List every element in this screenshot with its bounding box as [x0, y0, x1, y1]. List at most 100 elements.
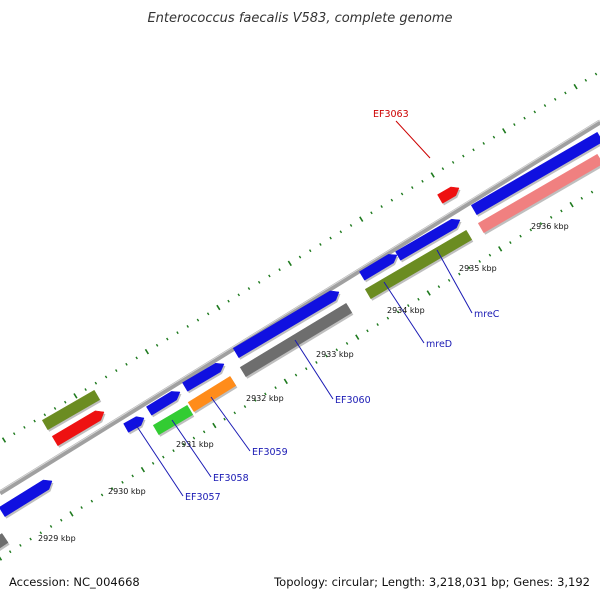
tick-mark-outer [115, 369, 118, 373]
map-title: Enterococcus faecalis V583, complete gen… [147, 11, 452, 26]
tick-mark-outer [349, 224, 353, 227]
gene-label-mred[interactable]: mreD [426, 339, 452, 350]
tick-mark-inner [59, 518, 63, 522]
accession-text: Accession: NC_004668 [9, 575, 140, 589]
tick-mark-outer [308, 249, 312, 253]
tick-mark-inner [19, 543, 22, 547]
tick-mark-outer [23, 425, 26, 429]
gene-label-ef3058[interactable]: EF3058 [213, 473, 249, 484]
tick-mark-inner [283, 378, 288, 385]
leader-ef3057 [135, 424, 184, 497]
leader-mred [383, 281, 425, 344]
tick-mark-inner [172, 449, 175, 453]
kbp-label-2932: 2932 kbp [246, 394, 284, 403]
leader-ef3058 [171, 419, 212, 478]
tick-mark-inner [355, 334, 360, 340]
tick-mark-outer [319, 242, 322, 246]
tick-mark-inner [529, 228, 533, 232]
gene-label-ef3059[interactable]: EF3059 [252, 447, 288, 458]
tick-mark-outer [53, 407, 57, 410]
feature-gene-ef3063[interactable] [437, 186, 460, 204]
feature-rna-olive-left[interactable] [41, 389, 101, 431]
gene-label-mrec[interactable]: mreC [474, 309, 500, 320]
tick-mark-inner [468, 266, 471, 270]
tick-mark-outer [441, 167, 445, 171]
feature-gene-blue-2936[interactable] [470, 131, 600, 216]
tick-mark-outer [155, 343, 159, 347]
tick-mark-outer [227, 299, 230, 303]
tick-mark-inner [274, 386, 277, 390]
tick-mark-inner [304, 367, 308, 371]
tick-mark-inner [590, 190, 594, 194]
gene-label-ef3057[interactable]: EF3057 [185, 492, 221, 503]
tick-mark-inner [488, 253, 492, 257]
feature-gene-pink-2936[interactable] [477, 153, 600, 234]
feature-gene-mrec[interactable] [364, 229, 473, 300]
tick-mark-outer [216, 304, 221, 311]
tick-mark-inner [111, 487, 114, 491]
topology-text: Topology: circular; Length: 3,218,031 bp… [274, 575, 590, 589]
tick-mark-outer [482, 142, 485, 145]
tick-mark-outer [370, 211, 373, 215]
feature-gene-ef3058[interactable] [152, 404, 194, 436]
feature-gene-grey-edge[interactable] [0, 533, 9, 552]
leader-ef3060 [294, 339, 334, 400]
tick-mark-inner [519, 234, 522, 238]
tick-mark-outer [125, 362, 128, 366]
tick-mark-inner [131, 474, 134, 478]
tick-mark-inner [162, 455, 165, 459]
tick-marks [0, 72, 598, 561]
feature-gene-mrec-upper[interactable] [395, 218, 461, 261]
tick-mark-outer [268, 274, 271, 278]
genome-backbone [0, 119, 600, 496]
tick-mark-outer [380, 205, 383, 208]
tick-mark-inner [549, 215, 553, 219]
tick-mark-inner [29, 537, 32, 541]
tick-mark-inner [498, 246, 503, 252]
feature-gene-ef3059[interactable] [187, 375, 237, 413]
leader-ef3063 [395, 120, 431, 159]
tick-mark-outer [298, 255, 302, 259]
kbp-label-2929: 2929 kbp [38, 534, 76, 543]
genome-backbone-highlight [0, 119, 600, 492]
tick-mark-inner [569, 201, 574, 208]
feature-track [0, 131, 600, 552]
tick-mark-inner [335, 348, 339, 352]
feature-gene-blue-2932[interactable] [182, 362, 225, 392]
tick-mark-inner [223, 417, 226, 421]
tick-mark-outer [472, 148, 475, 152]
tick-mark-outer [166, 337, 169, 341]
tick-mark-inner [447, 278, 451, 282]
tick-mark-outer [573, 83, 578, 90]
tick-mark-inner [478, 260, 481, 263]
feature-gene-ef3060[interactable] [239, 302, 353, 378]
tick-mark-outer [329, 236, 332, 240]
tick-mark-inner [202, 430, 206, 434]
tick-mark-inner [192, 436, 196, 440]
tick-mark-outer [533, 110, 537, 114]
gene-label-ef3060[interactable]: EF3060 [335, 395, 371, 406]
tick-mark-outer [176, 331, 179, 335]
tick-mark-inner [90, 499, 94, 503]
tick-mark-inner [294, 373, 298, 377]
gene-label-ef3063[interactable]: EF3063 [373, 109, 409, 120]
feature-gene-mred-upper[interactable] [359, 254, 398, 281]
tick-mark-inner [376, 323, 379, 326]
tick-mark-inner [366, 329, 369, 333]
tick-mark-outer [339, 230, 343, 234]
feature-gene-2929[interactable] [0, 479, 53, 518]
tick-mark-inner [264, 392, 267, 396]
tick-mark-outer [553, 97, 557, 101]
kbp-label-2934: 2934 kbp [387, 306, 425, 315]
tick-mark-outer [278, 268, 281, 272]
feature-gene-blue-2933[interactable] [232, 290, 340, 359]
feature-gene-ef3057[interactable] [123, 416, 145, 433]
feature-gene-red-left[interactable] [51, 410, 105, 447]
tick-mark-inner [121, 480, 124, 484]
feature-gene-blue-2931[interactable] [146, 391, 181, 416]
tick-mark-outer [400, 192, 404, 196]
tick-mark-outer [144, 348, 150, 355]
tick-mark-inner [396, 310, 400, 314]
tick-mark-inner [253, 398, 257, 402]
tick-mark-inner [407, 304, 410, 308]
